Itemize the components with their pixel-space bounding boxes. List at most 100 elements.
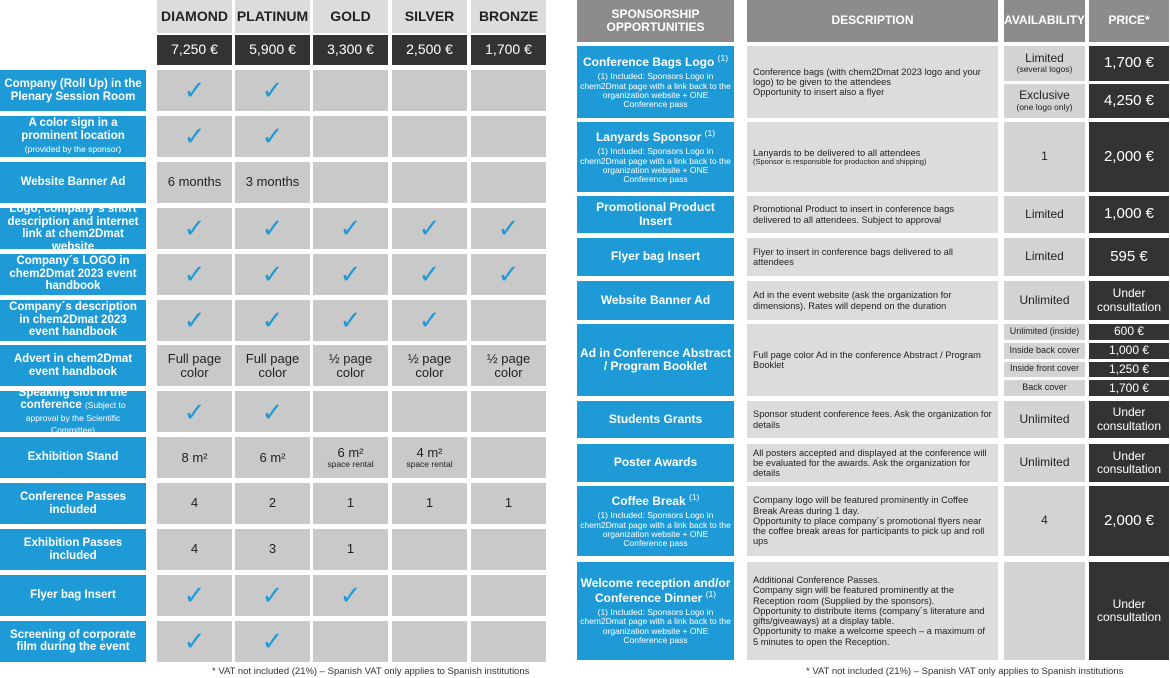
- opportunity-title: Conference Bags Logo (1): [583, 54, 728, 69]
- description-line: Opportunity to place company´s promotion…: [753, 515, 985, 547]
- title: Coffee Break: [611, 494, 686, 509]
- availability-text: Unlimited: [1019, 292, 1070, 307]
- price: 1,000 €: [1089, 342, 1169, 359]
- row-label: Exhibition Stand: [0, 437, 146, 479]
- check-mark: ✓: [183, 258, 206, 289]
- row-label: Logo, company´s short description and in…: [0, 203, 146, 253]
- price-text: 1,700 €: [1108, 380, 1150, 395]
- opportunity-note: (1) Included: Sponsors Logo in chem2Dmat…: [580, 510, 731, 549]
- opportunity-title: Coffee Break (1): [612, 493, 700, 508]
- availability-text: Inside front cover: [1009, 363, 1080, 374]
- availability-text: Unlimited (inside): [1009, 325, 1080, 336]
- row-label: Conference Passes included: [0, 483, 146, 525]
- cell: ✓: [313, 299, 388, 341]
- tier-price: 7,250 €: [157, 35, 232, 65]
- description-line: Opportunity to make a welcome speech – a…: [753, 626, 986, 647]
- cell: 3: [235, 529, 310, 570]
- cell: [471, 299, 546, 341]
- opportunity-title: Students Grants: [609, 412, 702, 426]
- description-line: All posters accepted and displayed at th…: [753, 447, 987, 479]
- price: 2,000 €: [1089, 122, 1169, 192]
- row-label: Advert in chem2Dmat event handbook: [0, 345, 146, 387]
- check-mark: ✓: [261, 626, 284, 656]
- price: 1,700 €: [1089, 46, 1169, 81]
- cell: [313, 391, 388, 433]
- description-line: Additional Conference Passes.: [753, 575, 881, 586]
- cell: ✓: [157, 253, 232, 295]
- tier-name: DIAMOND: [161, 7, 228, 24]
- row-label-text: A color sign in a prominent location (pr…: [3, 117, 143, 155]
- availability-text: 4: [1041, 513, 1048, 528]
- opportunity: Conference Bags Logo (1) (1) Included: Sp…: [577, 46, 734, 118]
- row-label-text: Advert in chem2Dmat event handbook: [3, 353, 143, 378]
- availability-text: Limited: [1025, 249, 1064, 264]
- row-label: Speaking slot in the conference (Subject…: [0, 387, 146, 436]
- availability: 1: [1004, 122, 1085, 192]
- label-note: (provided by the sponsor): [24, 143, 122, 154]
- availability-detail: (one logo only): [1016, 101, 1073, 112]
- price-text: 1,700 €: [1103, 54, 1155, 71]
- row-label-text: Company (Roll Up) in the Plenary Session…: [3, 78, 143, 103]
- cell: [392, 529, 467, 570]
- cell: ✓: [157, 70, 232, 111]
- description: All posters accepted and displayed at th…: [747, 444, 998, 482]
- availability: 4: [1004, 486, 1085, 556]
- tier-header: DIAMOND: [157, 0, 232, 33]
- description: Full page color Ad in the conference Abs…: [747, 324, 998, 396]
- tier-name: PLATINUM: [236, 7, 309, 24]
- description: Conference bags (with chem2Dmat 2023 log…: [747, 46, 998, 118]
- cell: ✓: [235, 207, 310, 249]
- price-text: 1,000 €: [1108, 343, 1150, 358]
- check-mark: ✓: [261, 396, 284, 427]
- availability-text: Back cover: [1022, 382, 1067, 393]
- cell: [313, 161, 388, 203]
- cell-text: Full page color: [245, 350, 300, 380]
- cell: ✓: [157, 620, 232, 662]
- check-mark: ✓: [261, 75, 284, 106]
- row-label: Screening of corporate film during the e…: [0, 620, 146, 662]
- cell: ✓: [235, 620, 310, 662]
- opportunity-note: (1) Included: Sponsors Logo in chem2Dmat…: [580, 146, 731, 185]
- price-text: 595 €: [1110, 247, 1148, 265]
- label: Exhibition Stand: [27, 451, 119, 464]
- row-label-text: Logo, company´s short description and in…: [3, 203, 143, 254]
- title: Flyer bag Insert: [610, 249, 701, 264]
- cell-text: 6 months: [167, 174, 222, 190]
- availability: Exclusive (one logo only): [1004, 83, 1085, 118]
- cell: 2: [235, 483, 310, 525]
- cell: ✓: [313, 574, 388, 616]
- row-label: Company´s LOGO in chem2Dmat 2023 event h…: [0, 253, 146, 295]
- check-mark: ✓: [183, 121, 206, 152]
- availability: Unlimited (inside): [1004, 324, 1085, 340]
- opportunity: Ad in Conference Abstract / Program Book…: [577, 324, 734, 396]
- check-mark: ✓: [339, 258, 362, 289]
- price: Under consultation: [1089, 401, 1169, 438]
- label-note: (Subject to approval by the Scientific C…: [25, 400, 126, 436]
- description: Sponsor student conference fees. Ask the…: [747, 401, 998, 438]
- title: Promotional Product Insert: [596, 200, 715, 228]
- availability: Unlimited: [1004, 281, 1085, 320]
- row-label-text: Company´s description in chem2Dmat 2023 …: [3, 301, 143, 339]
- title: Website Banner Ad: [600, 292, 711, 307]
- check-mark: ✓: [261, 212, 284, 243]
- price-text: 1,000 €: [1103, 205, 1155, 223]
- availability: [1004, 562, 1085, 660]
- price-text: 2,000 €: [1103, 147, 1155, 165]
- tier-name: BRONZE: [478, 7, 539, 24]
- description-line: Opportunity to distribute items (company…: [753, 605, 985, 627]
- label: Logo, company´s short description and in…: [7, 202, 139, 253]
- tier-price-text: 7,250 €: [171, 41, 218, 58]
- label: Advert in chem2Dmat event handbook: [13, 353, 133, 378]
- description: Company logo will be featured prominentl…: [747, 486, 998, 556]
- check-mark: ✓: [183, 626, 206, 656]
- description: Promotional Product to insert in confere…: [747, 196, 998, 233]
- title: Poster Awards: [613, 455, 698, 470]
- cell-text: 4: [190, 495, 199, 511]
- label: Website Banner Ad: [20, 175, 126, 188]
- cell: [313, 70, 388, 111]
- cell: ✓: [157, 574, 232, 616]
- cell-text: 1: [346, 495, 355, 511]
- description-line: Lanyards to be delivered to all attendee…: [753, 147, 921, 158]
- description-line: Sponsor student conference fees. Ask the…: [753, 409, 992, 430]
- column-header: DESCRIPTION: [747, 0, 998, 42]
